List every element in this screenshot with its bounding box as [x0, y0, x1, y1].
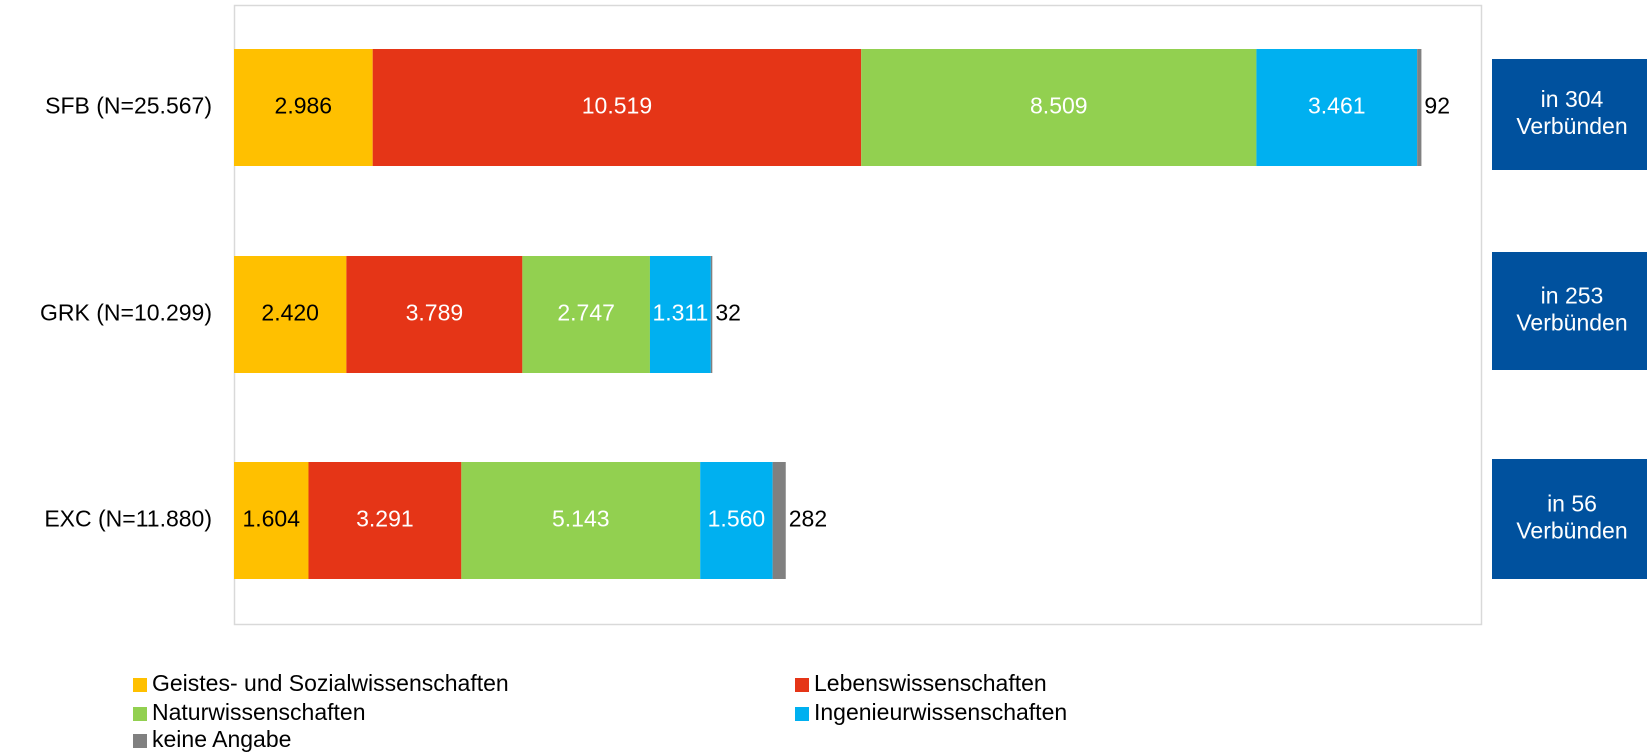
legend-label: Geistes- und Sozialwissenschaften: [152, 670, 509, 696]
legend-swatch: [795, 678, 809, 692]
bar-segment: [1256, 49, 1418, 166]
bar-segment: [522, 256, 650, 373]
annotation-text: in 253: [1541, 283, 1604, 309]
bar-segment: [372, 49, 862, 166]
bar-segment: [234, 462, 309, 579]
data-label: 2.986: [275, 93, 333, 119]
data-label: 5.143: [552, 506, 610, 532]
bar-segment: [861, 49, 1257, 166]
data-label: 3.789: [406, 300, 464, 326]
data-label: 2.420: [261, 300, 319, 326]
legend-label: Ingenieurwissenschaften: [814, 699, 1067, 725]
bar-segment: [308, 462, 462, 579]
legend-swatch: [133, 707, 147, 721]
annotation-text: in 56: [1547, 491, 1597, 517]
bar-segment: [710, 256, 713, 373]
data-label: 1.311: [652, 300, 708, 326]
bar-segment: [234, 256, 347, 373]
legend-label: Naturwissenschaften: [152, 699, 366, 725]
annotation-text: Verbünden: [1516, 310, 1627, 336]
legend-swatch: [133, 734, 147, 748]
data-label: 2.747: [557, 300, 615, 326]
bar-segment: [772, 462, 786, 579]
data-label: 1.604: [242, 506, 300, 532]
legend-label: keine Angabe: [152, 726, 291, 752]
data-label: 8.509: [1030, 93, 1088, 119]
y-tick-label: GRK (N=10.299): [40, 300, 212, 326]
bar-segment: [461, 462, 701, 579]
annotation-box: [1492, 459, 1647, 579]
bar-segment: [649, 256, 711, 373]
annotation-text: Verbünden: [1516, 518, 1627, 544]
annotation-box: [1492, 59, 1647, 170]
data-label: 282: [789, 506, 827, 532]
y-tick-label: SFB (N=25.567): [45, 93, 212, 119]
bar-segment: [1417, 49, 1422, 166]
legend-swatch: [795, 707, 809, 721]
bar-segment: [234, 49, 373, 166]
data-label: 92: [1424, 93, 1450, 119]
data-label: 3.461: [1308, 93, 1366, 119]
legend-swatch: [133, 678, 147, 692]
data-label: 3.291: [356, 506, 414, 532]
data-label: 1.560: [708, 506, 766, 532]
annotation-box: [1492, 252, 1647, 370]
annotation-text: Verbünden: [1516, 113, 1627, 139]
data-label: 32: [715, 300, 741, 326]
bar-segment: [346, 256, 523, 373]
y-tick-label: EXC (N=11.880): [44, 506, 212, 532]
bar-segment: [700, 462, 773, 579]
annotation-text: in 304: [1541, 86, 1604, 112]
legend-label: Lebenswissenschaften: [814, 670, 1047, 696]
data-label: 10.519: [582, 93, 652, 119]
